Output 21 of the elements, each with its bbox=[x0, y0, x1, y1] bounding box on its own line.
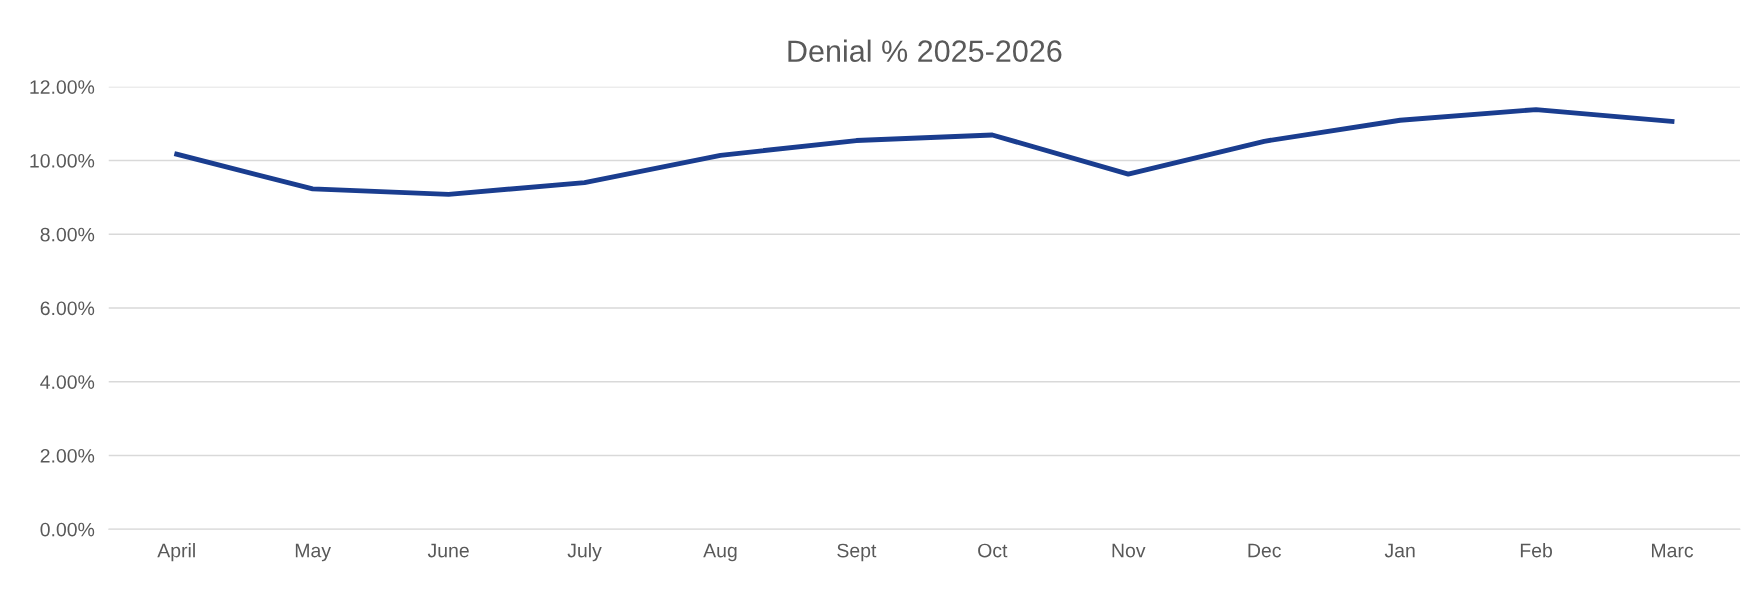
line-series bbox=[174, 107, 1675, 197]
y-tick-label: 6.00% bbox=[40, 301, 95, 316]
y-tick-label: 10.00% bbox=[30, 153, 95, 168]
x-tick-label: Sept bbox=[837, 543, 877, 562]
x-tick-label: Marc bbox=[1651, 543, 1694, 558]
x-tick-label: Dec bbox=[1248, 543, 1281, 558]
x-tick-label: July bbox=[567, 543, 602, 562]
y-tick-label: 2.00% bbox=[40, 448, 95, 463]
x-tick-label: Jan bbox=[1384, 543, 1415, 558]
x-tick-label: Feb bbox=[1520, 543, 1552, 558]
y-tick-label: 8.00% bbox=[40, 227, 95, 242]
y-tick-label: 4.00% bbox=[40, 375, 95, 389]
x-tick-label: Aug bbox=[703, 543, 737, 562]
x-tick-label: April bbox=[157, 543, 195, 562]
y-tick-label: 0.00% bbox=[40, 522, 95, 537]
x-tick-label: Nov bbox=[1112, 543, 1146, 558]
x-tick-label: May bbox=[295, 543, 331, 562]
y-tick-label: 12.00% bbox=[30, 80, 95, 94]
x-tick-label: June bbox=[427, 543, 469, 558]
x-tick-label: Oct bbox=[978, 543, 1008, 558]
chart-title: Denial % 2025-2026 bbox=[788, 39, 1062, 63]
